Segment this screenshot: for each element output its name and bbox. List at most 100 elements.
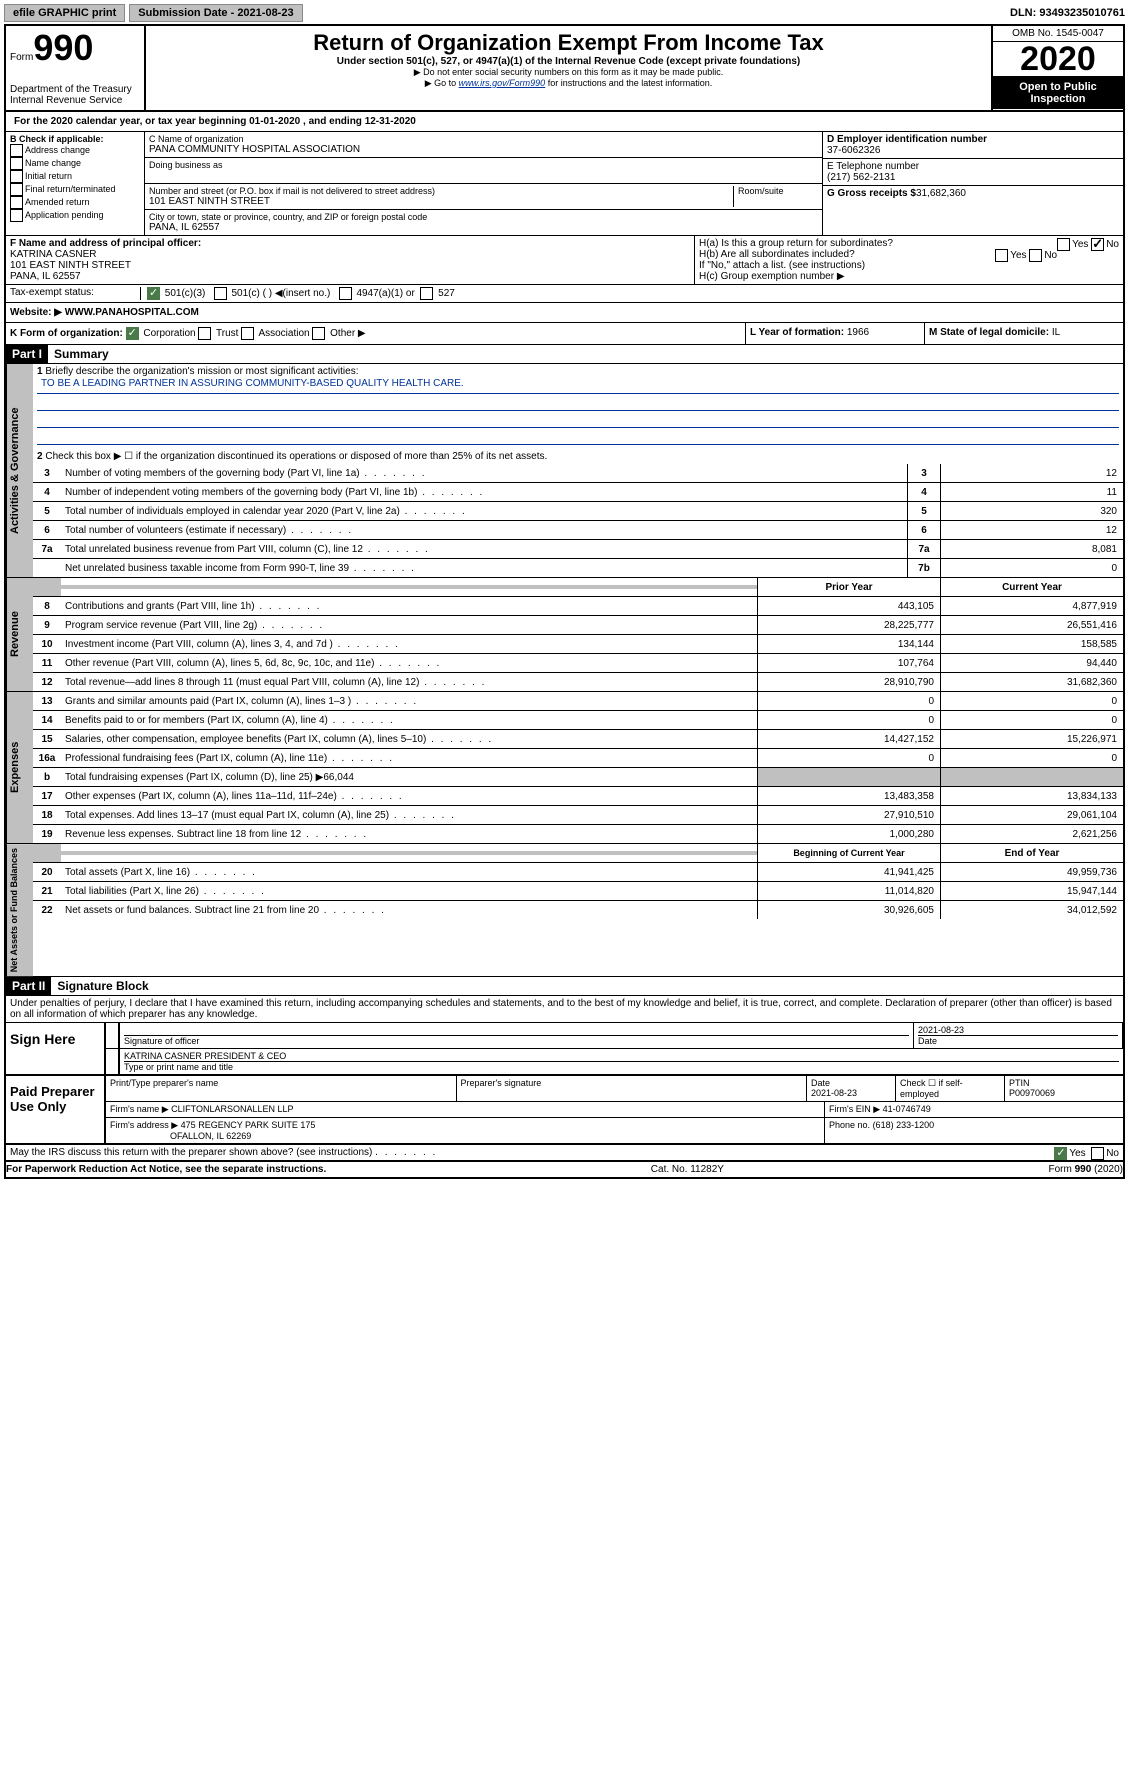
table-row: 14Benefits paid to or for members (Part … <box>33 711 1123 730</box>
table-row: 3Number of voting members of the governi… <box>33 464 1123 483</box>
firm-addr2: OFALLON, IL 62269 <box>170 1131 251 1141</box>
perjury-text: Under penalties of perjury, I declare th… <box>6 996 1123 1023</box>
table-row: 6Total number of volunteers (estimate if… <box>33 521 1123 540</box>
form-label: Form <box>10 52 33 63</box>
table-row: 8Contributions and grants (Part VIII, li… <box>33 597 1123 616</box>
header-center: Return of Organization Exempt From Incom… <box>146 26 991 110</box>
header-right: OMB No. 1545-0047 2020 Open to Public In… <box>991 26 1123 110</box>
domicile: IL <box>1052 327 1060 338</box>
table-row: 16aProfessional fundraising fees (Part I… <box>33 749 1123 768</box>
table-row: 4Number of independent voting members of… <box>33 483 1123 502</box>
initial-return-check[interactable] <box>10 170 23 183</box>
table-row: 10Investment income (Part VIII, column (… <box>33 635 1123 654</box>
table-row: 5Total number of individuals employed in… <box>33 502 1123 521</box>
officer-street: 101 EAST NINTH STREET <box>10 260 690 271</box>
assoc-check[interactable] <box>241 327 254 340</box>
prior-year-hdr: Prior Year <box>757 578 940 596</box>
other-check[interactable] <box>312 327 325 340</box>
mission-text: TO BE A LEADING PARTNER IN ASSURING COMM… <box>37 377 1119 394</box>
firm-name: CLIFTONLARSONALLEN LLP <box>171 1104 293 1114</box>
tax-year: 2020 <box>993 42 1123 77</box>
table-row: 13Grants and similar amounts paid (Part … <box>33 692 1123 711</box>
table-row: 9Program service revenue (Part VIII, lin… <box>33 616 1123 635</box>
part2-header: Part II Signature Block <box>6 977 1123 996</box>
hb-yes[interactable] <box>995 249 1008 262</box>
revenue-tab: Revenue <box>6 578 33 691</box>
header-sub3: ▶ Go to www.irs.gov/Form990 for instruct… <box>150 78 987 89</box>
addr-change-check[interactable] <box>10 144 23 157</box>
submission-btn[interactable]: Submission Date - 2021-08-23 <box>129 4 302 22</box>
preparer-label: Paid Preparer Use Only <box>6 1076 106 1143</box>
501c-check[interactable] <box>214 287 227 300</box>
table-row: bTotal fundraising expenses (Part IX, co… <box>33 768 1123 787</box>
expenses-section: Expenses 13Grants and similar amounts pa… <box>6 692 1123 844</box>
gross-receipts: 31,682,360 <box>916 188 966 199</box>
discuss-yes[interactable] <box>1054 1147 1067 1160</box>
dln-label: DLN: 93493235010761 <box>1010 7 1125 19</box>
sign-here-label: Sign Here <box>6 1023 106 1074</box>
officer-city: PANA, IL 62557 <box>10 271 690 282</box>
discuss-row: May the IRS discuss this return with the… <box>6 1145 1123 1162</box>
block-b: B Check if applicable: Address change Na… <box>6 132 145 235</box>
officer-name: KATRINA CASNER <box>10 249 690 260</box>
4947-check[interactable] <box>339 287 352 300</box>
sign-date: 2021-08-23 <box>918 1025 1118 1035</box>
identity-block: B Check if applicable: Address change Na… <box>6 132 1123 236</box>
paid-preparer-block: Paid Preparer Use Only Print/Type prepar… <box>6 1076 1123 1145</box>
form-number: 990 <box>33 27 93 68</box>
firm-ein: 41-0746749 <box>883 1104 931 1114</box>
org-name: PANA COMMUNITY HOSPITAL ASSOCIATION <box>149 144 818 155</box>
header-sub1: Under section 501(c), 527, or 4947(a)(1)… <box>150 56 987 67</box>
current-year-hdr: Current Year <box>940 578 1123 596</box>
amended-return-check[interactable] <box>10 196 23 209</box>
expenses-tab: Expenses <box>6 692 33 843</box>
ha-yes[interactable] <box>1057 238 1070 251</box>
table-row: 22Net assets or fund balances. Subtract … <box>33 901 1123 919</box>
efile-btn[interactable]: efile GRAPHIC print <box>4 4 125 22</box>
ein: 37-6062326 <box>827 145 1119 156</box>
website-val: WWW.PANAHOSPITAL.COM <box>65 307 199 318</box>
table-row: 18Total expenses. Add lines 13–17 (must … <box>33 806 1123 825</box>
line-a: For the 2020 calendar year, or tax year … <box>6 112 1123 132</box>
officer-sig-name: KATRINA CASNER PRESIDENT & CEO <box>124 1051 1119 1061</box>
sign-here-block: Sign Here Signature of officer 2021-08-2… <box>6 1023 1123 1076</box>
527-check[interactable] <box>420 287 433 300</box>
governance-tab: Activities & Governance <box>6 364 33 577</box>
form-990: Form990 Department of the Treasury Inter… <box>4 24 1125 1179</box>
form-title: Return of Organization Exempt From Incom… <box>150 30 987 56</box>
end-year-hdr: End of Year <box>940 844 1123 862</box>
phone: (217) 562-2131 <box>827 172 1119 183</box>
ha-no[interactable] <box>1091 238 1104 251</box>
app-pending-check[interactable] <box>10 209 23 222</box>
open-public-badge: Open to Public Inspection <box>993 77 1123 109</box>
name-change-check[interactable] <box>10 157 23 170</box>
block-c: C Name of organization PANA COMMUNITY HO… <box>145 132 823 235</box>
org-street: 101 EAST NINTH STREET <box>149 196 733 207</box>
form-header: Form990 Department of the Treasury Inter… <box>6 26 1123 112</box>
form-footer: For Paperwork Reduction Act Notice, see … <box>6 1162 1123 1177</box>
501c3-check[interactable] <box>147 287 160 300</box>
klm-row: K Form of organization: Corporation Trus… <box>6 323 1123 345</box>
officer-block: F Name and address of principal officer:… <box>6 236 1123 285</box>
corp-check[interactable] <box>126 327 139 340</box>
table-row: 12Total revenue—add lines 8 through 11 (… <box>33 673 1123 691</box>
table-row: 20Total assets (Part X, line 16)41,941,4… <box>33 863 1123 882</box>
block-right: D Employer identification number 37-6062… <box>823 132 1123 235</box>
hb-no[interactable] <box>1029 249 1042 262</box>
netassets-tab: Net Assets or Fund Balances <box>6 844 33 976</box>
table-row: 19Revenue less expenses. Subtract line 1… <box>33 825 1123 843</box>
ptin: P00970069 <box>1009 1088 1055 1098</box>
firm-phone: (618) 233-1200 <box>873 1120 935 1130</box>
table-row: 15Salaries, other compensation, employee… <box>33 730 1123 749</box>
table-row: 11Other revenue (Part VIII, column (A), … <box>33 654 1123 673</box>
firm-addr1: 475 REGENCY PARK SUITE 175 <box>181 1120 316 1130</box>
begin-year-hdr: Beginning of Current Year <box>757 844 940 862</box>
irs-link[interactable]: www.irs.gov/Form990 <box>459 78 546 88</box>
discuss-no[interactable] <box>1091 1147 1104 1160</box>
revenue-section: Revenue Prior Year Current Year 8Contrib… <box>6 578 1123 692</box>
final-return-check[interactable] <box>10 183 23 196</box>
table-row: 17Other expenses (Part IX, column (A), l… <box>33 787 1123 806</box>
website-row: Website: ▶ WWW.PANAHOSPITAL.COM <box>6 303 1123 323</box>
top-bar: efile GRAPHIC print Submission Date - 20… <box>4 4 1125 22</box>
trust-check[interactable] <box>198 327 211 340</box>
